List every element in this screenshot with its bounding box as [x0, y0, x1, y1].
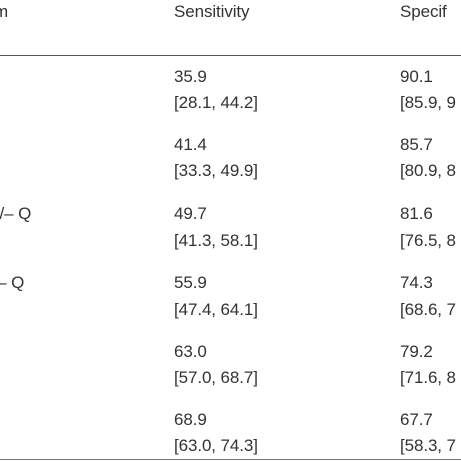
row-label: -/– Q — [0, 204, 32, 223]
row-specificity-value: 74.3 — [400, 273, 433, 292]
row-sensitivity-value: 49.7 — [174, 204, 207, 223]
row-sensitivity-value: 35.9 — [174, 67, 207, 86]
header-specificity: Specif — [400, 2, 447, 21]
row-sensitivity-ci: [47.4, 64.1] — [174, 300, 258, 319]
row-specificity-value: 85.7 — [400, 135, 433, 154]
row-specificity-ci: [68.6, 7 — [400, 300, 456, 319]
header-sensitivity: Sensitivity — [174, 2, 250, 21]
row-specificity-value: 67.7 — [400, 410, 433, 429]
row-specificity-ci: [71.6, 8 — [400, 368, 456, 387]
row-specificity-value: 90.1 — [400, 67, 433, 86]
row-sensitivity-value: 41.4 — [174, 135, 207, 154]
row-sensitivity-value: 55.9 — [174, 273, 207, 292]
bottom-rule — [0, 459, 461, 460]
row-specificity-ci: [58.3, 7 — [400, 436, 456, 455]
header-method-label: m — [0, 2, 9, 21]
row-sensitivity-ci: [28.1, 44.2] — [174, 93, 258, 112]
row-sensitivity-ci: [63.0, 74.3] — [174, 436, 258, 455]
row-sensitivity-value: 63.0 — [174, 342, 207, 361]
row-sensitivity-value: 68.9 — [174, 410, 207, 429]
row-sensitivity-ci: [57.0, 68.7] — [174, 368, 258, 387]
row-specificity-value: 81.6 — [400, 204, 433, 223]
header-rule — [0, 55, 461, 56]
row-specificity-ci: [80.9, 8 — [400, 161, 456, 180]
row-sensitivity-ci: [33.3, 49.9] — [174, 161, 258, 180]
row-label: ′– Q — [0, 273, 25, 292]
row-specificity-ci: [76.5, 8 — [400, 231, 456, 250]
row-specificity-ci: [85.9, 9 — [400, 93, 456, 112]
row-sensitivity-ci: [41.3, 58.1] — [174, 231, 258, 250]
row-specificity-value: 79.2 — [400, 342, 433, 361]
